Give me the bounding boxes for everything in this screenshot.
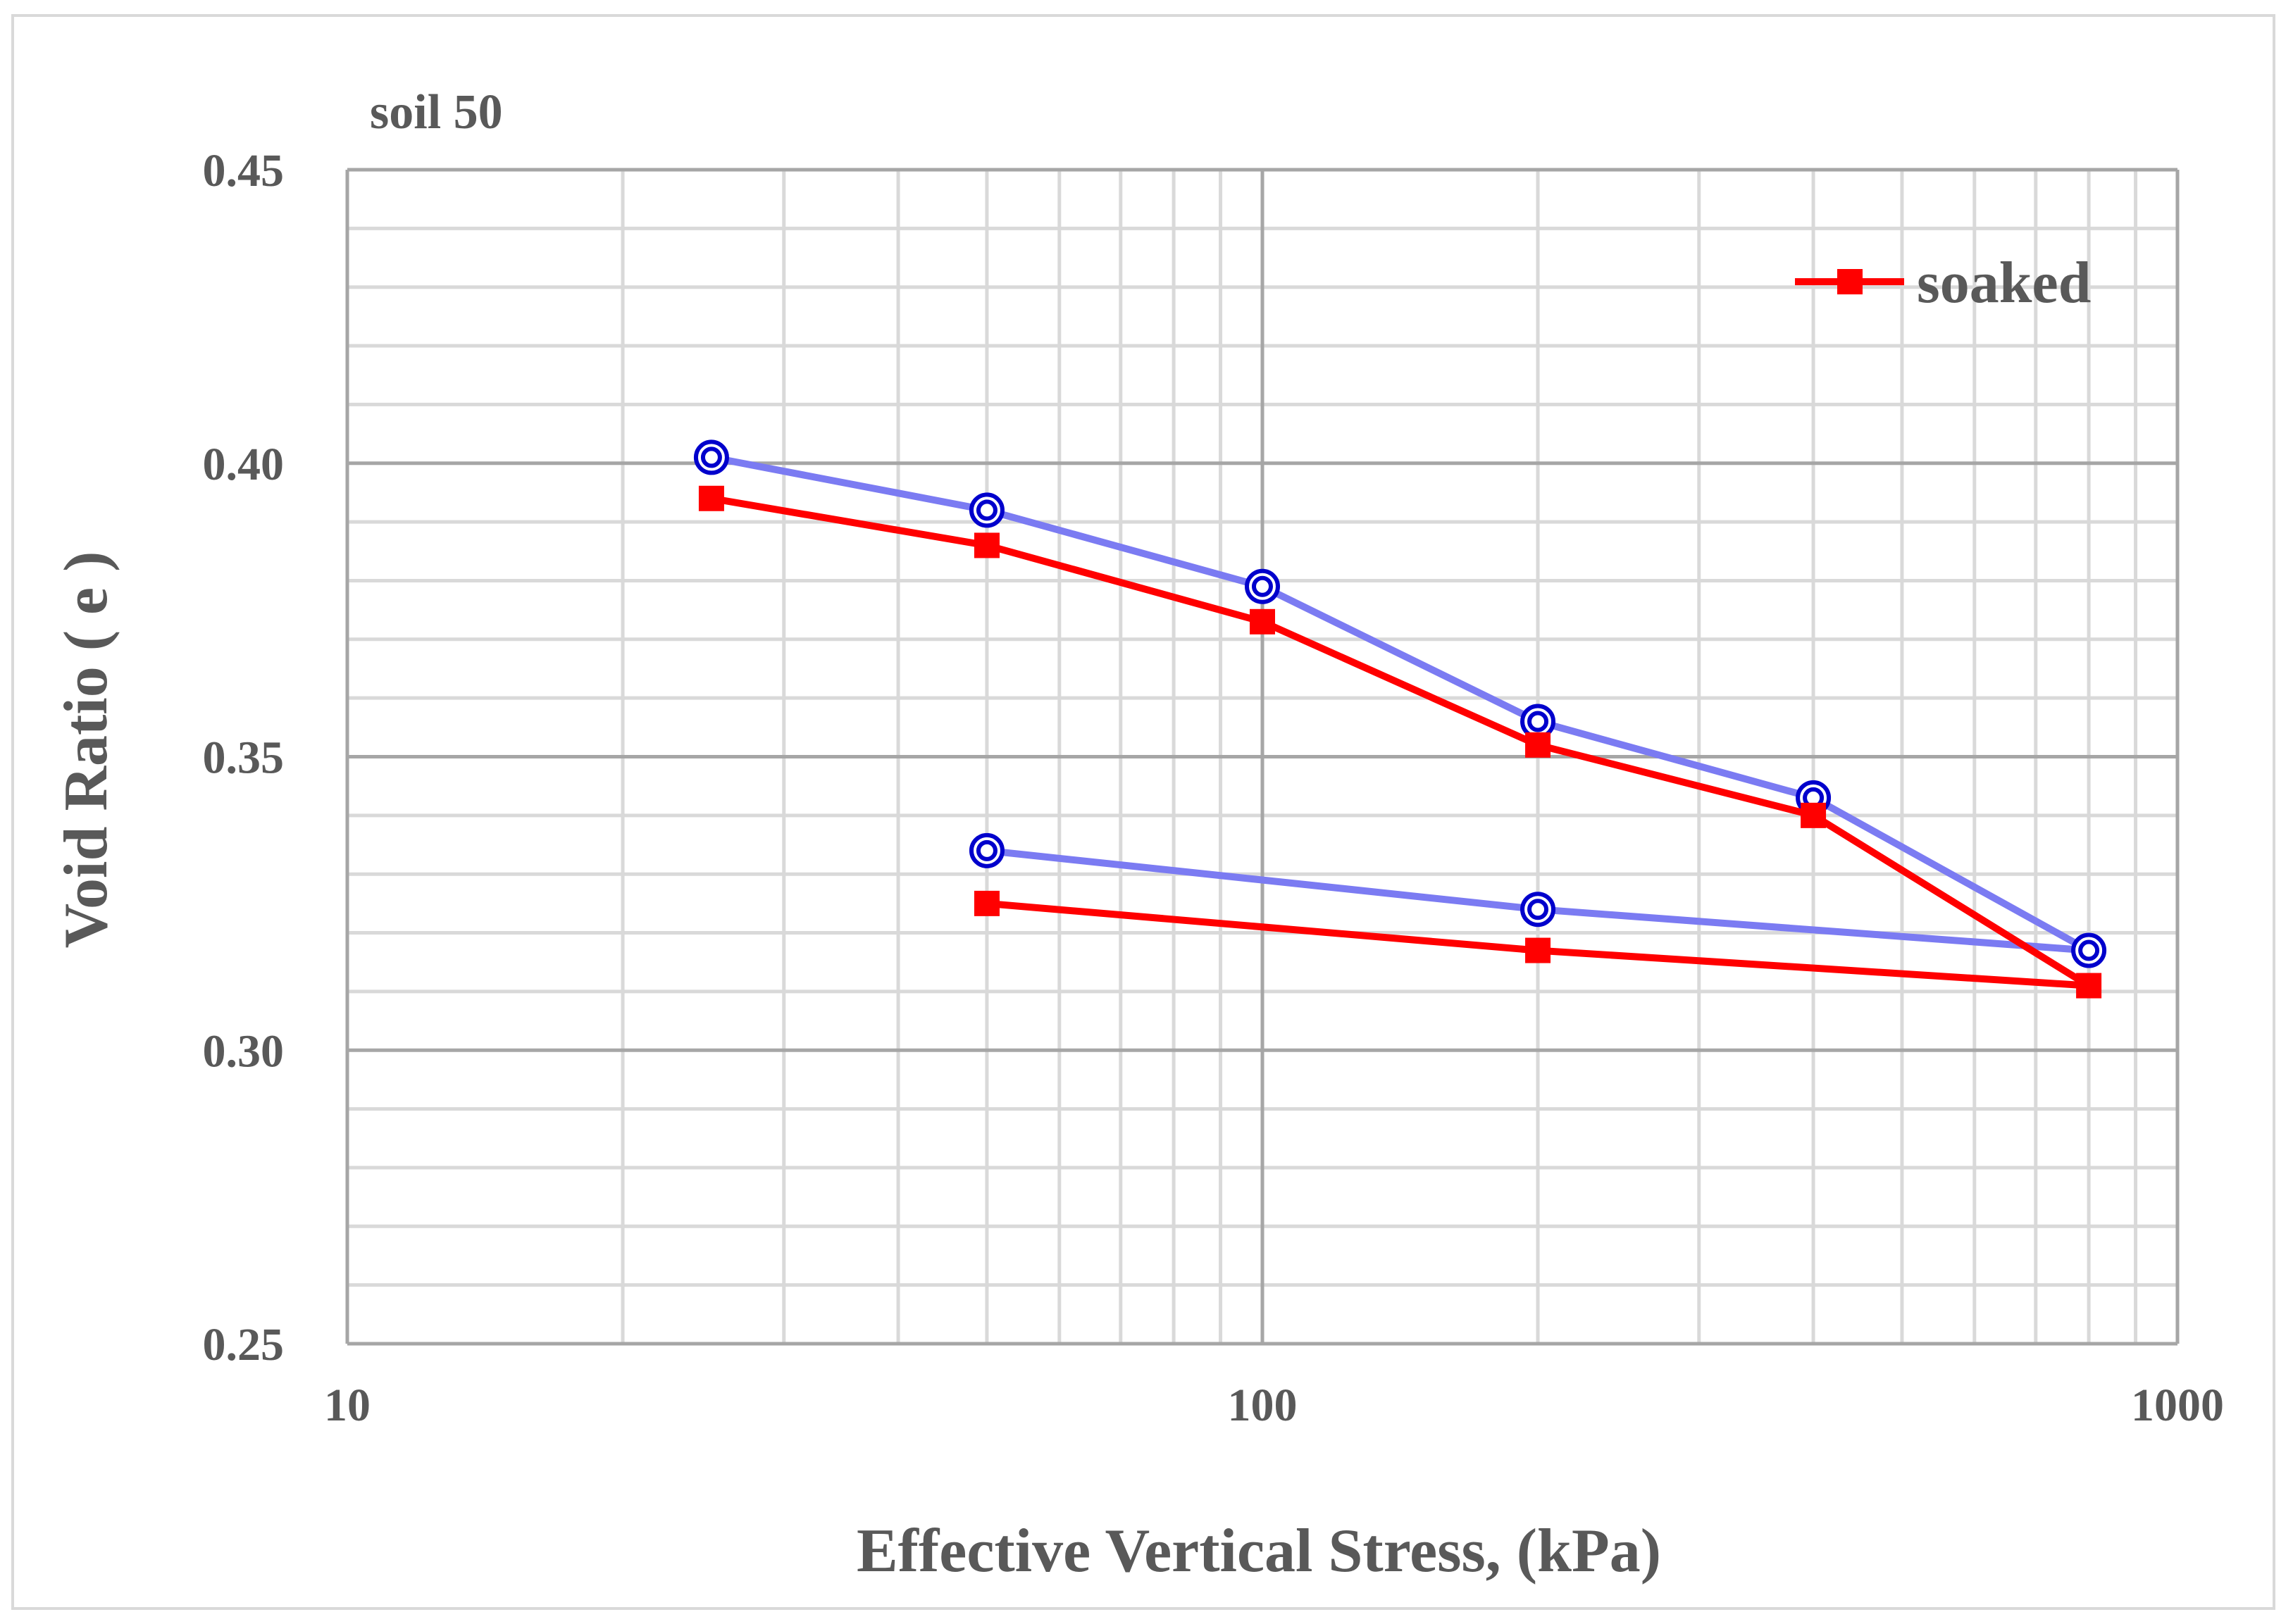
data-point-square: [2076, 973, 2102, 999]
data-point-inner-ring: [1527, 899, 1549, 920]
legend-marker-square: [1837, 269, 1863, 294]
data-point-outer-ring: [693, 439, 729, 475]
data-point-outer-ring: [1520, 892, 1556, 927]
data-point-outer-ring: [1245, 568, 1280, 604]
x-tick-label: 10: [324, 1380, 371, 1431]
data-point-inner-ring: [1527, 711, 1549, 732]
x-tick-label: 100: [1228, 1380, 1298, 1431]
data-point-square: [1525, 732, 1551, 758]
data-point-square: [1525, 937, 1551, 963]
data-point-square: [1250, 608, 1275, 635]
y-tick-label: 0.45: [203, 145, 285, 196]
data-point-square: [1801, 802, 1827, 828]
data-point-inner-ring: [1252, 575, 1273, 597]
data-point-circle: [2071, 932, 2107, 968]
data-point-square: [974, 890, 1000, 916]
data-point-outer-ring: [2071, 932, 2107, 968]
data-point-inner-ring: [2078, 939, 2100, 961]
legend-label: soaked: [1917, 250, 2091, 316]
y-tick-label: 0.25: [203, 1319, 285, 1370]
data-point-inner-ring: [976, 499, 998, 521]
data-point-circle: [693, 439, 729, 475]
data-point-circle: [1245, 568, 1280, 604]
data-point-circle: [1520, 892, 1556, 927]
series-line-soaked: [707, 494, 2093, 989]
data-point-outer-ring: [969, 832, 1005, 868]
data-point-square: [974, 532, 1000, 558]
y-tick-label: 0.40: [203, 439, 285, 490]
y-axis-title: Void Ratio ( e ): [52, 551, 120, 949]
chart-title: soil 50: [370, 85, 503, 139]
x-tick-label: 1000: [2131, 1380, 2224, 1431]
data-point-outer-ring: [969, 492, 1005, 528]
y-tick-label: 0.30: [203, 1025, 285, 1077]
data-point-circle: [969, 832, 1005, 868]
data-point-square: [698, 485, 724, 511]
data-point-inner-ring: [700, 446, 722, 468]
data-point-circle: [969, 492, 1005, 528]
x-axis-title: Effective Vertical Stress, (kPa): [857, 1517, 1661, 1585]
data-point-inner-ring: [976, 839, 998, 861]
series-line-unlabeled: [707, 454, 2093, 954]
y-tick-label: 0.35: [203, 732, 285, 784]
